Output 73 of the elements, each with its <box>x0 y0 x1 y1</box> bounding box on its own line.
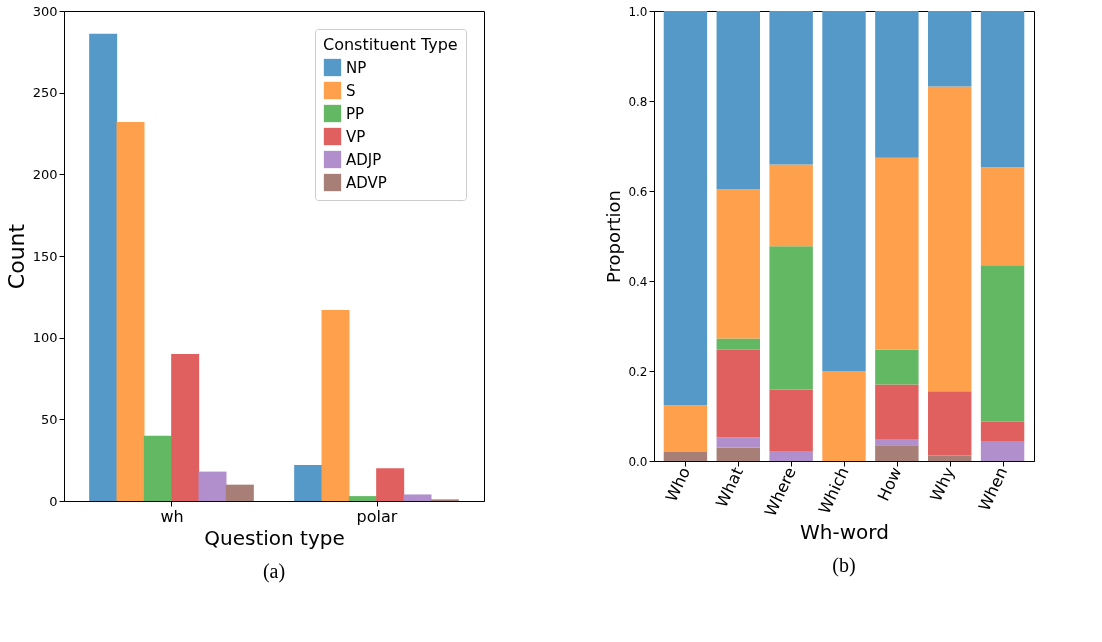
y-tick-label: 0.8 <box>628 94 648 109</box>
y-axis-title: Count <box>3 223 29 290</box>
bar <box>875 157 919 350</box>
bar <box>875 384 919 439</box>
y-tick-label: 0.6 <box>628 184 648 199</box>
legend-label: PP <box>346 104 365 123</box>
bar <box>980 441 1025 461</box>
bar <box>294 465 323 501</box>
bar <box>875 445 919 461</box>
bar <box>980 421 1025 442</box>
y-tick-label: 50 <box>40 411 58 427</box>
bar <box>769 164 813 247</box>
bar <box>769 451 813 461</box>
x-tick-label: Who <box>661 464 695 505</box>
bar <box>716 447 760 461</box>
bar <box>663 452 708 461</box>
bar <box>376 468 405 501</box>
bar <box>89 33 118 501</box>
bar <box>769 11 813 165</box>
y-tick-label: 0.0 <box>628 454 648 469</box>
y-tick-label: 150 <box>32 248 58 264</box>
x-tick-label: wh <box>160 506 184 526</box>
x-axis-title: Wh-word <box>800 519 889 544</box>
legend-title: Constituent Type <box>323 35 458 54</box>
x-tick-label: Why <box>926 464 959 505</box>
bar <box>928 11 972 87</box>
bar <box>663 11 708 406</box>
bar <box>822 371 866 461</box>
bar <box>928 86 972 392</box>
bar <box>225 484 254 501</box>
bar <box>716 349 760 438</box>
bar <box>875 11 919 158</box>
bar <box>171 354 200 501</box>
y-tick-label: 1.0 <box>628 4 648 19</box>
bar <box>116 122 145 501</box>
legend-label: NP <box>346 58 367 77</box>
bar <box>928 391 972 456</box>
bar <box>822 11 866 371</box>
bar <box>875 349 919 385</box>
x-tick-label: polar <box>356 506 398 526</box>
bar <box>198 471 227 501</box>
y-tick-label: 0 <box>49 493 58 509</box>
bar <box>716 189 760 339</box>
legend-label: ADJP <box>346 150 382 169</box>
bar <box>875 438 919 446</box>
bar <box>403 494 432 501</box>
legend-label: ADVP <box>346 173 387 192</box>
bar <box>769 246 813 390</box>
bar <box>928 455 972 461</box>
y-axis-title: Proportion <box>603 190 625 283</box>
bar <box>980 265 1025 422</box>
bar <box>348 496 377 501</box>
bar <box>143 435 172 501</box>
legend-label: S <box>346 81 356 100</box>
bar <box>321 309 350 501</box>
legend-label: VP <box>346 127 366 146</box>
bar <box>663 405 708 452</box>
bar <box>980 11 1025 168</box>
bar <box>716 338 760 350</box>
text: (b) <box>832 554 856 578</box>
bar <box>769 389 813 452</box>
bar <box>980 167 1025 266</box>
y-tick-label: 0.4 <box>628 274 648 289</box>
y-tick-label: 300 <box>32 3 58 19</box>
bar <box>716 11 760 190</box>
text: (a) <box>262 560 286 583</box>
y-tick-label: 250 <box>32 85 58 101</box>
bar <box>716 437 760 448</box>
y-tick-label: 0.2 <box>628 364 648 379</box>
y-tick-label: 200 <box>32 166 58 182</box>
y-tick-label: 100 <box>32 330 58 346</box>
x-axis-title: Question type <box>204 525 345 550</box>
x-tick-label: How <box>873 464 906 504</box>
